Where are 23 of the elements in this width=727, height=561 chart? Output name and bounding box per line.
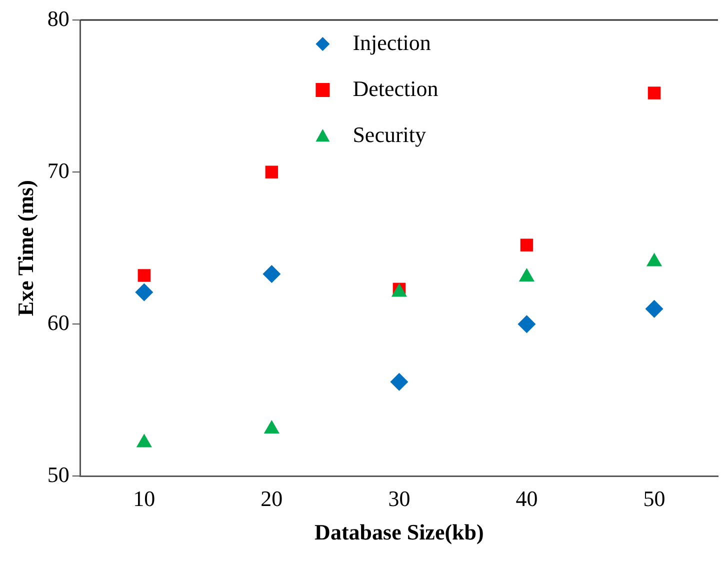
y-tick-label: 60 <box>47 310 70 335</box>
point <box>648 86 661 100</box>
legend-label: Injection <box>352 30 431 55</box>
y-tick-label: 50 <box>47 462 70 487</box>
legend-label: Security <box>352 122 426 147</box>
point <box>135 283 154 302</box>
x-axis-title: Database Size(kb) <box>314 519 484 544</box>
x-tick-label: 20 <box>260 486 283 512</box>
point <box>390 372 408 391</box>
point <box>520 238 534 252</box>
x-tick-label: 30 <box>388 486 410 512</box>
x-tick-label: 40 <box>516 486 538 512</box>
x-tick-label: 10 <box>133 486 156 512</box>
point <box>265 166 278 178</box>
x-tick-label: 50 <box>643 486 666 512</box>
point <box>518 315 536 334</box>
legend-label: Detection <box>352 76 438 101</box>
point <box>138 269 151 282</box>
y-tick-label: 70 <box>47 158 70 183</box>
point <box>645 300 664 318</box>
point <box>262 264 281 283</box>
y-axis-title: Exe Time (ms) <box>12 180 38 316</box>
y-tick-label: 80 <box>47 6 70 31</box>
